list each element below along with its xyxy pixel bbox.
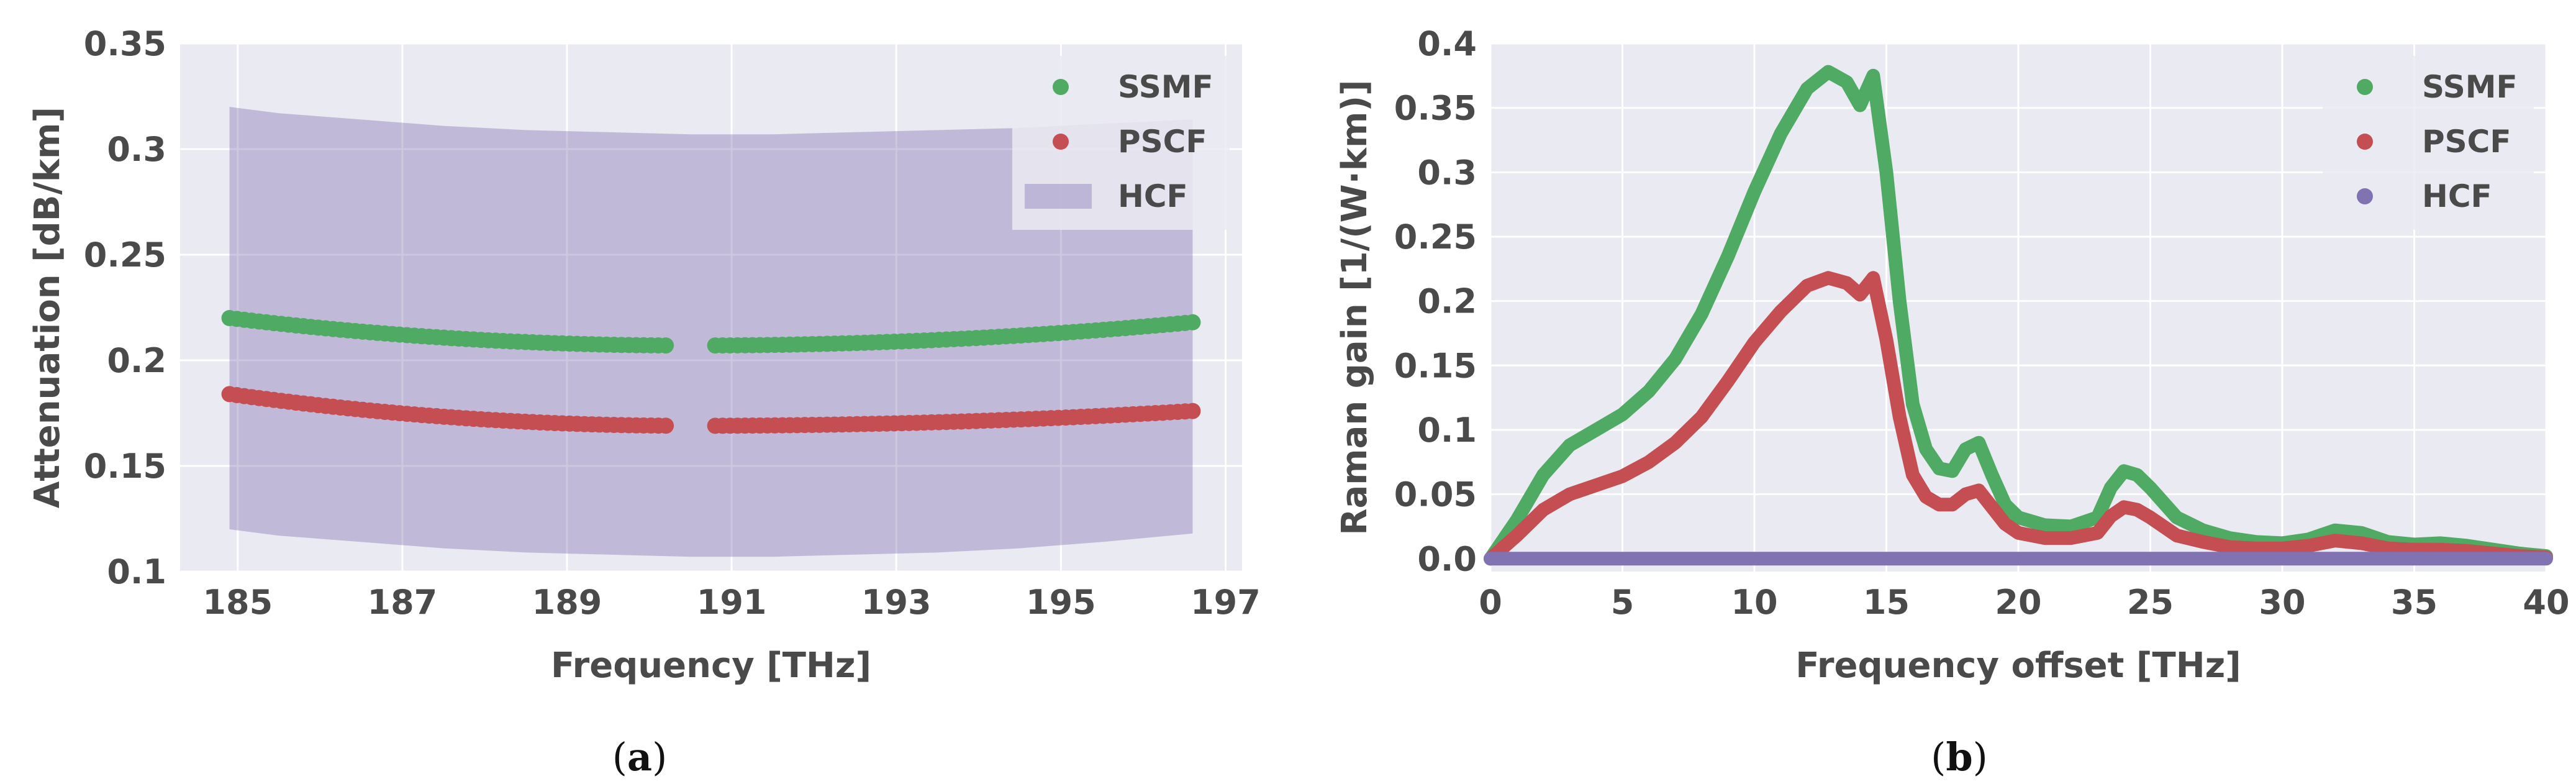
- caption-a-open: (: [612, 734, 627, 780]
- a-x-tick-label: 197: [1190, 583, 1261, 622]
- panel-b: 0 5 10 15 20 25 30 35 40 0.00.050.10.150.20.250.…: [1335, 24, 2570, 780]
- legend-label-pscf-b: PSCF: [2422, 124, 2511, 160]
- caption-b-close: ): [1973, 734, 1988, 780]
- b-y-tick-label: 0.3: [1417, 153, 1477, 192]
- a-x-tick-label: 191: [697, 583, 767, 622]
- y-axis-label-a: Attenuation [dB/km]: [27, 107, 68, 508]
- b-x-tick-label: 10: [1731, 583, 1777, 622]
- ssmf-data-point: [658, 337, 674, 354]
- b-y-tick-label: 0.1: [1417, 411, 1477, 450]
- a-y-tick-label: 0.2: [107, 341, 166, 380]
- ssmf-line: [1484, 65, 2553, 566]
- legend-label-ssmf-a: SSMF: [1118, 69, 1213, 105]
- legend-box-a: [1012, 56, 1230, 230]
- legend-marker-hcf-b: [2357, 188, 2373, 204]
- a-y-tick-label: 0.25: [84, 235, 166, 275]
- legend-b: SSMF PSCF HCF: [2323, 56, 2534, 230]
- y-axis-label-b: Raman gain [1/(W·km)]: [1335, 80, 1375, 535]
- legend-marker-pscf-b: [2357, 134, 2373, 150]
- legend-label-ssmf-b: SSMF: [2422, 69, 2518, 105]
- b-x-tick-label: 20: [1995, 583, 2041, 622]
- b-y-tick-label: 0.2: [1417, 282, 1477, 321]
- legend-marker-hcf-a: [1025, 184, 1092, 209]
- b-y-tick-label: 0.05: [1394, 475, 1477, 514]
- caption-b-open: (: [1931, 734, 1946, 780]
- a-x-tick-label: 193: [861, 583, 932, 622]
- raman-lines-b: [1484, 65, 2553, 566]
- caption-a: (a): [612, 734, 668, 780]
- b-y-tick-label: 0.25: [1394, 217, 1477, 257]
- hcf-band-a: [229, 107, 1193, 557]
- caption-b-letter: b: [1946, 734, 1972, 780]
- x-axis-label-a: Frequency [THz]: [551, 645, 871, 686]
- legend-label-hcf-a: HCF: [1118, 178, 1188, 214]
- a-y-tick-label: 0.3: [107, 130, 166, 169]
- caption-a-letter: a: [627, 734, 652, 780]
- a-x-tick-label: 187: [368, 583, 438, 622]
- ssmf-points-a: [221, 310, 1201, 354]
- legend-marker-pscf-a: [1053, 134, 1069, 150]
- b-x-tick-label: 40: [2523, 583, 2569, 622]
- b-x-tick-label: 30: [2259, 583, 2305, 622]
- b-y-tick-label: 0.15: [1394, 346, 1477, 385]
- y-ticks-a: 0.1 0.15 0.2 0.25 0.3 0.35: [84, 24, 166, 591]
- legend-label-hcf-b: HCF: [2422, 178, 2492, 214]
- pscf-data-point: [658, 417, 674, 434]
- legend-a: SSMF PSCF HCF: [1012, 56, 1230, 230]
- a-x-tick-label: 195: [1026, 583, 1096, 622]
- pscf-data-point: [1184, 403, 1201, 419]
- b-y-tick-label: 0.4: [1417, 24, 1477, 63]
- pscf-points-a: [221, 386, 1201, 434]
- hcf-band-area: [229, 107, 1193, 557]
- a-y-tick-label: 0.1: [107, 552, 166, 591]
- b-x-tick-label: 25: [2127, 583, 2174, 622]
- caption-b: (b): [1931, 734, 1988, 780]
- a-x-tick-label: 189: [532, 583, 602, 622]
- legend-label-pscf-a: PSCF: [1118, 124, 1207, 160]
- b-x-tick-label: 15: [1863, 583, 1910, 622]
- b-y-tick-label: 0.0: [1417, 539, 1477, 578]
- y-ticks-b: 0.0 0.05 0.1 0.15 0.2 0.25 0.3 0.35 0.4: [1394, 24, 1477, 578]
- legend-marker-ssmf-a: [1053, 79, 1069, 95]
- b-x-tick-label: 5: [1611, 583, 1635, 622]
- x-ticks-b: 0 5 10 15 20 25 30 35 40: [1479, 583, 2569, 622]
- a-y-tick-label: 0.15: [84, 447, 166, 486]
- grid-a: [180, 42, 1242, 573]
- panel-a: 185 187 189 191 193 195 197 0.10.150.20.250.30…: [27, 24, 1261, 780]
- a-x-tick-label: 185: [202, 583, 273, 622]
- legend-marker-ssmf-b: [2357, 79, 2373, 95]
- ssmf-data-point: [1184, 314, 1201, 330]
- b-x-tick-label: 0: [1479, 583, 1502, 622]
- a-y-tick-label: 0.35: [84, 24, 166, 63]
- x-axis-label-b: Frequency offset [THz]: [1795, 645, 2241, 686]
- x-ticks-a: 185 187 189 191 193 195 197: [202, 583, 1260, 622]
- b-x-tick-label: 35: [2391, 583, 2438, 622]
- caption-a-close: ): [652, 734, 667, 780]
- b-y-tick-label: 0.35: [1394, 89, 1477, 128]
- pscf-line: [1484, 271, 2553, 566]
